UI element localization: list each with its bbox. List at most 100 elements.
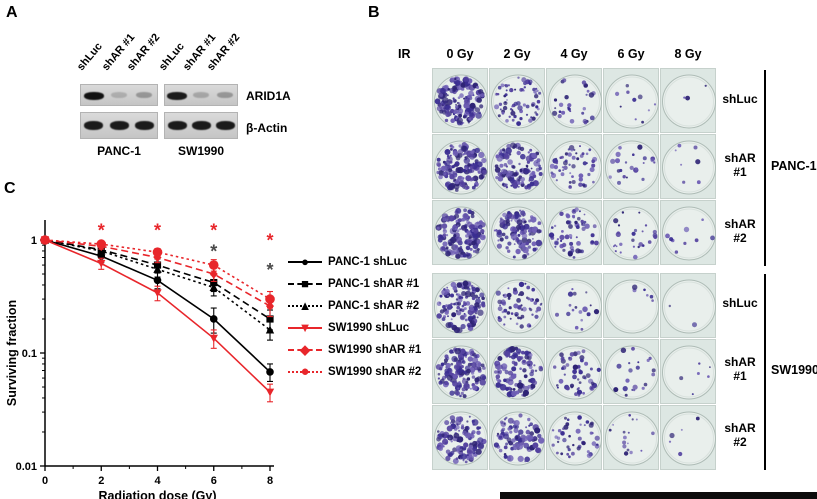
legend-label: SW1990 shAR #2	[328, 366, 422, 378]
plate-row-label-2: shAR #1	[724, 151, 756, 179]
svg-text:0: 0	[42, 475, 48, 487]
protein-band	[134, 121, 154, 130]
legend-label: PANC-1 shAR #1	[328, 278, 420, 290]
western-blot-actin-sw1990	[164, 112, 238, 139]
svg-text:Surviving fraction: Surviving fraction	[5, 300, 19, 406]
colony-plate	[432, 200, 488, 265]
svg-text:0.1: 0.1	[22, 348, 37, 360]
colony-plate	[546, 339, 602, 404]
colony-plate	[546, 134, 602, 199]
svg-text:0.01: 0.01	[16, 461, 37, 473]
western-blot-arid1a-panc1	[80, 84, 158, 106]
colony-plate	[546, 273, 602, 338]
dose-label-2gy: 2 Gy	[503, 47, 531, 61]
svg-text:6: 6	[211, 475, 217, 487]
colony-plate-grid	[432, 68, 716, 471]
group-bracket-sw1990	[764, 274, 766, 470]
plate-row-label-5: shAR #1	[724, 355, 756, 383]
legend-item: ▲ PANC-1 shAR #2	[288, 295, 421, 317]
ir-header-label: IR	[398, 47, 411, 61]
plate-row-label-4: shLuc	[722, 296, 758, 311]
svg-text:*: *	[210, 241, 217, 261]
legend-label: PANC-1 shLuc	[328, 256, 408, 268]
svg-text:*: *	[210, 220, 217, 240]
protein-band	[167, 121, 187, 130]
survival-curve-chart: 0 2 4 6 8 1 0.1 0.01 Surviving fraction Radiation…	[5, 220, 275, 499]
colony-plate	[489, 68, 545, 133]
svg-text:*: *	[98, 220, 105, 240]
colony-plate	[432, 405, 488, 470]
legend-marker: ■	[288, 277, 322, 291]
colony-plate	[432, 134, 488, 199]
legend-item: ◆ SW1990 shAR #1	[288, 339, 421, 361]
plate-row-label-6: shAR #2	[724, 421, 756, 449]
protein-band	[83, 92, 104, 100]
group-bracket-panc1	[764, 70, 766, 266]
colony-plate	[432, 339, 488, 404]
panel-a-label: A	[6, 4, 18, 21]
colony-plate	[432, 273, 488, 338]
plate-group-label-sw1990: SW1990	[771, 363, 817, 377]
svg-text:1: 1	[31, 235, 37, 247]
legend-label: PANC-1 shAR #2	[328, 300, 420, 312]
colony-plate	[489, 134, 545, 199]
cell-line-label-panc1: PANC-1	[97, 144, 141, 158]
protein-band	[111, 92, 127, 98]
legend-marker: ●	[288, 255, 322, 269]
lane-label-4: shLuc	[156, 40, 187, 73]
legend-item: ■ PANC-1 shAR #1	[288, 273, 421, 295]
colony-plate	[660, 405, 716, 470]
legend-marker: ◆	[288, 343, 322, 357]
svg-text:2: 2	[98, 475, 104, 487]
colony-plate	[489, 405, 545, 470]
protein-band	[217, 92, 233, 98]
colony-plate	[603, 405, 659, 470]
dose-label-4gy: 4 Gy	[560, 47, 588, 61]
legend-item: ▼ SW1990 shLuc	[288, 317, 421, 339]
svg-text:*: *	[266, 260, 273, 280]
protein-band	[84, 121, 104, 130]
protein-band	[136, 92, 153, 98]
svg-text:*: *	[154, 220, 161, 240]
colony-plate	[603, 134, 659, 199]
colony-plate	[546, 405, 602, 470]
legend-marker: ▲	[288, 299, 322, 313]
colony-plate	[432, 68, 488, 133]
colony-plate	[603, 273, 659, 338]
colony-plate	[660, 134, 716, 199]
legend-label: SW1990 shAR #1	[328, 344, 422, 356]
colony-plate	[489, 200, 545, 265]
legend-marker: ●	[288, 364, 322, 379]
protein-band	[167, 92, 187, 100]
blot-name-arid1a: ARID1A	[246, 89, 291, 103]
svg-text:*: *	[266, 230, 273, 250]
legend-label: SW1990 shLuc	[328, 322, 410, 334]
chart-legend: ● PANC-1 shLuc ■ PANC-1 shAR #1 ▲ PANC-1 shAR…	[288, 251, 421, 383]
panel-c-label: C	[4, 180, 16, 197]
colony-plate	[489, 339, 545, 404]
colony-plate	[603, 339, 659, 404]
dose-label-0gy: 0 Gy	[446, 47, 474, 61]
colony-plate	[660, 339, 716, 404]
lane-label-1: shLuc	[74, 40, 105, 73]
dose-label-8gy: 8 Gy	[674, 47, 702, 61]
dose-label-6gy: 6 Gy	[617, 47, 645, 61]
western-blot-actin-panc1	[80, 112, 158, 139]
svg-text:Radiation dose (Gy): Radiation dose (Gy)	[98, 489, 216, 499]
colony-plate	[603, 200, 659, 265]
protein-band	[109, 121, 129, 130]
bottom-crop-strip	[500, 492, 817, 499]
svg-text:8: 8	[267, 475, 273, 487]
legend-item: ● PANC-1 shLuc	[288, 251, 421, 273]
protein-band	[191, 121, 211, 130]
plate-group-label-panc1: PANC-1	[771, 159, 817, 173]
colony-plate	[660, 200, 716, 265]
colony-plate	[489, 273, 545, 338]
legend-item: ● SW1990 shAR #2	[288, 361, 421, 383]
colony-plate	[603, 68, 659, 133]
panel-b-label: B	[368, 4, 380, 21]
protein-band	[215, 121, 235, 130]
protein-band	[193, 92, 209, 98]
plate-row-label-1: shLuc	[722, 92, 758, 107]
